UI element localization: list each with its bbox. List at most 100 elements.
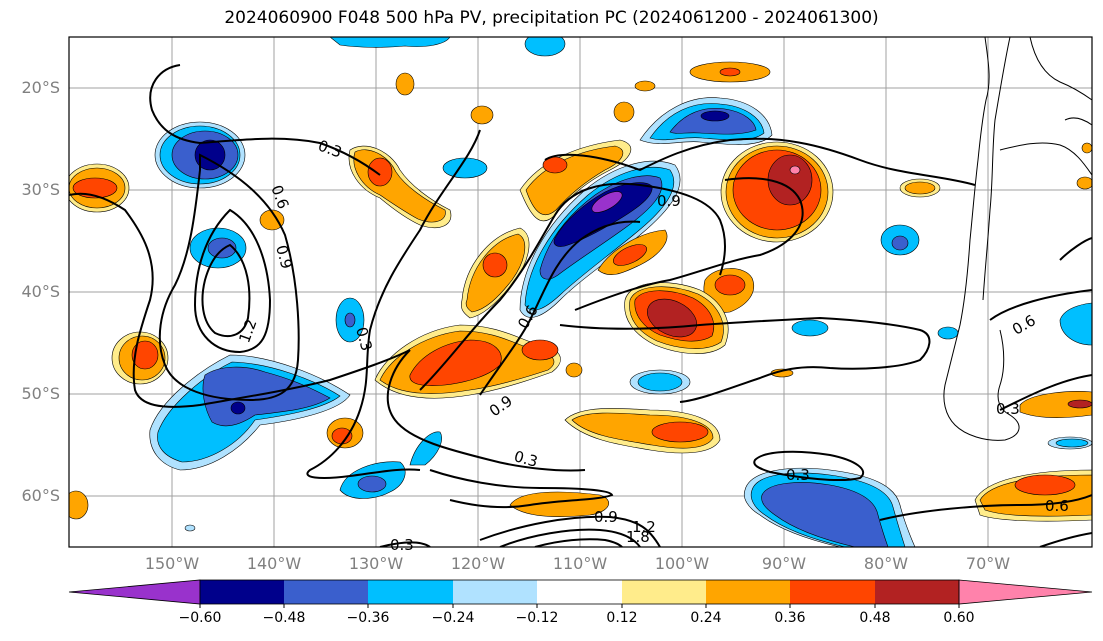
pv-contour: [999, 374, 1092, 411]
pv-contour: [534, 538, 623, 547]
contour-label: 1.2: [632, 518, 656, 536]
precip-area: [69, 490, 89, 520]
precip-area: [613, 244, 647, 266]
precip-area: [207, 237, 237, 259]
colorbar-segment: [622, 580, 706, 604]
pv-contour: [379, 541, 431, 547]
precip-area: [767, 154, 813, 206]
precip-area: [761, 482, 889, 547]
pv-contour: [544, 137, 976, 186]
colorbar-tick-label: −0.60: [178, 610, 222, 626]
precip-area: [553, 182, 653, 247]
colorbar-segment: [368, 580, 453, 604]
precip-area: [1067, 399, 1092, 409]
pv-contour: [1039, 532, 1092, 547]
lat-label: 50°S: [21, 384, 60, 403]
precip-area: [521, 339, 559, 361]
coastline: [943, 37, 1092, 441]
precip-area: [230, 401, 246, 415]
precip-area: [714, 274, 746, 296]
pv-contour: [499, 528, 641, 547]
colorbar-tick-label: 0.36: [774, 610, 806, 626]
colorbar-segment: [706, 580, 790, 604]
map-frame: [68, 36, 1093, 548]
precip-area: [184, 524, 196, 532]
colorbar-tick-label: −0.24: [431, 610, 475, 626]
lat-label: 20°S: [21, 78, 60, 97]
precip-area: [409, 431, 442, 466]
precipitation-anomaly-fields: [69, 37, 1092, 547]
precip-area: [1081, 142, 1092, 154]
pv-contours: [69, 64, 1092, 547]
pv-contour: [574, 177, 804, 311]
contour-label: 0.3: [390, 536, 414, 554]
precip-area: [344, 312, 356, 328]
precip-area: [700, 110, 730, 122]
precip-area: [637, 372, 683, 392]
colorbar-segment: [453, 580, 537, 604]
map-plot-area: [69, 37, 1092, 547]
contour-label: 1.8: [626, 528, 650, 546]
south-america-coastline: [943, 37, 1020, 441]
country-border: [1029, 37, 1092, 101]
colorbar-extend-high: [958, 579, 1093, 605]
colorbar-tick-label: 0.24: [690, 610, 722, 626]
lon-label: 100°W: [654, 554, 710, 573]
colorbar-segment: [875, 580, 959, 604]
lat-label: 40°S: [21, 282, 60, 301]
colorbar-segment: [790, 580, 875, 604]
colorbar-segment: [200, 580, 284, 604]
pv-contour: [419, 182, 726, 391]
map-title: 2024060900 F048 500 hPa PV, precipitatio…: [224, 8, 879, 28]
precip-area: [524, 37, 566, 57]
colorbar-extend-low: [68, 579, 201, 605]
precip-area: [367, 157, 393, 187]
precip-area: [331, 427, 353, 445]
lat-label: 60°S: [21, 486, 60, 505]
pv-contour: [149, 64, 381, 176]
precip-area: [651, 421, 709, 443]
precip-area: [937, 326, 959, 340]
pv-contour: [989, 289, 1092, 321]
precip-area: [613, 101, 635, 123]
pv-contour: [753, 450, 865, 482]
contour-label: 0.6: [1045, 497, 1069, 515]
precip-area: [395, 72, 415, 96]
pv-contour: [1059, 237, 1092, 261]
lon-label: 140°W: [246, 554, 302, 573]
contour-label: 0.9: [657, 192, 681, 210]
pv-contour: [559, 316, 931, 403]
precip-area: [565, 362, 583, 378]
colorbar-tick-label: −0.48: [262, 610, 306, 626]
lat-label: 30°S: [21, 180, 60, 199]
colorbar-segment: [537, 580, 622, 604]
precip-area: [1055, 438, 1089, 448]
country-border: [982, 37, 1011, 301]
pv-contour: [158, 153, 300, 402]
lon-label: 130°W: [348, 554, 404, 573]
contour-label: 0.9: [594, 508, 618, 526]
country-border: [999, 142, 1092, 176]
country-border: [1064, 117, 1092, 126]
precip-area: [470, 105, 494, 125]
pv-contour: [479, 220, 641, 396]
pv-contour: [306, 129, 481, 479]
precip-area: [131, 340, 159, 370]
precip-area: [482, 252, 508, 278]
precip-area: [789, 165, 801, 175]
precip-area: [357, 475, 387, 493]
lon-label: 70°W: [965, 554, 1011, 573]
lon-label: 120°W: [450, 554, 506, 573]
precip-area: [891, 235, 909, 251]
precip-area: [525, 145, 624, 216]
precip-area: [194, 139, 226, 171]
precip-area: [1059, 302, 1092, 346]
precip-area: [791, 319, 829, 337]
precip-area: [634, 80, 656, 92]
pv-contour: [879, 494, 1092, 521]
precip-area: [329, 37, 451, 48]
pv-contour: [429, 469, 614, 509]
precip-area: [1019, 391, 1092, 418]
colorbar-tick-label: 0.48: [859, 610, 891, 626]
